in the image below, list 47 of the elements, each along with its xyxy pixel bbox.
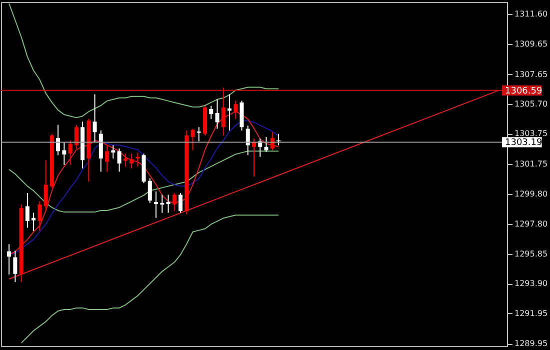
candlestick xyxy=(13,250,18,283)
candlestick xyxy=(123,153,128,168)
line-series xyxy=(20,214,279,344)
y-tick-label: 1299.80 xyxy=(514,189,548,198)
candlestick xyxy=(32,212,36,232)
y-tick-label: 1293.90 xyxy=(514,279,548,288)
candlestick xyxy=(264,136,268,152)
candlestick xyxy=(92,94,97,143)
y-tick-label: 1303.75 xyxy=(514,129,548,138)
candlestick xyxy=(196,126,201,142)
candlestick xyxy=(190,128,195,151)
candlestick xyxy=(74,124,78,150)
y-tick-label: 1297.80 xyxy=(514,220,548,229)
y-tick-label: 1309.65 xyxy=(514,39,548,48)
candlestick xyxy=(154,191,158,218)
candlestick xyxy=(117,148,122,172)
candlestick xyxy=(215,98,220,130)
candlestick xyxy=(270,132,274,151)
candlestick xyxy=(68,140,72,166)
y-tick-label: 1307.65 xyxy=(514,70,548,79)
candlestick xyxy=(38,200,42,232)
candlestick xyxy=(56,124,60,156)
candlestick xyxy=(148,178,152,204)
candlestick xyxy=(130,153,134,169)
y-tick-label: 1291.95 xyxy=(514,308,548,318)
ref-line-label: 1306.59 xyxy=(505,86,542,96)
ref-line-label: 1303.19 xyxy=(505,138,542,148)
candlestick xyxy=(166,194,170,214)
candlestick xyxy=(221,87,226,136)
candlestick xyxy=(105,144,110,172)
line-series xyxy=(8,3,279,118)
y-tick-label: 1311.60 xyxy=(514,10,548,19)
y-tick-label: 1295.85 xyxy=(514,249,548,258)
candlestick xyxy=(252,138,256,178)
candlestick xyxy=(246,125,250,156)
candlestick xyxy=(25,192,30,228)
candlestick xyxy=(62,142,66,166)
candlestick xyxy=(209,105,214,120)
candlestick xyxy=(276,133,280,146)
candlestick xyxy=(178,192,183,214)
candlestick xyxy=(7,244,12,275)
candlestick xyxy=(44,160,48,212)
candlestick xyxy=(172,192,176,212)
y-tick-label: 1289.95 xyxy=(514,339,548,348)
y-tick-label: 1305.70 xyxy=(514,99,548,108)
candlestick xyxy=(234,100,238,120)
y-tick-label: 1301.75 xyxy=(514,160,548,169)
